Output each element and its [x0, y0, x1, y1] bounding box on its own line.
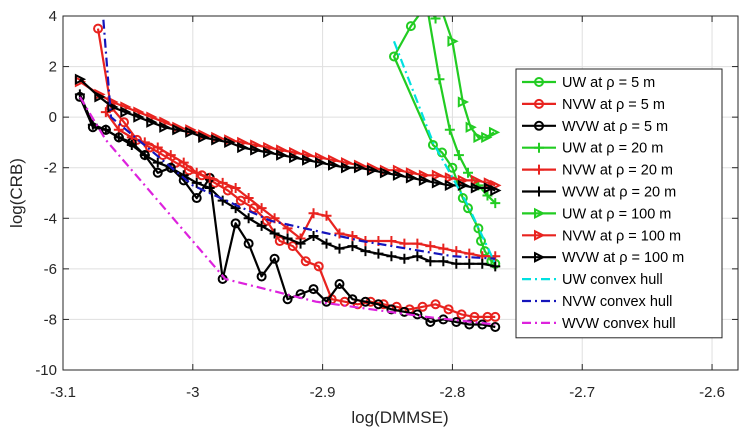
x-tick-label: -2.9	[310, 384, 336, 401]
legend-label: UW convex hull	[562, 272, 663, 288]
y-tick-label: 2	[49, 59, 57, 76]
x-tick-label: -3	[186, 384, 199, 401]
x-tick-label: -2.7	[569, 384, 595, 401]
y-tick-label: -6	[44, 261, 57, 278]
legend-label: WVW at ρ = 100 m	[562, 250, 684, 266]
y-tick-label: -8	[44, 311, 57, 328]
y-tick-label: -10	[35, 362, 57, 379]
x-axis-label: log(DMMSE)	[351, 408, 448, 427]
legend-label: UW at ρ = 100 m	[562, 206, 671, 222]
legend-label: NVW at ρ = 5 m	[562, 97, 665, 113]
y-tick-label: -2	[44, 160, 57, 177]
legend-label: WVW at ρ = 5 m	[562, 119, 668, 135]
legend-label: WVW at ρ = 20 m	[562, 185, 676, 201]
legend-label: NVW convex hull	[562, 294, 672, 310]
x-tick-label: -2.6	[699, 384, 725, 401]
legend-label: WVW convex hull	[562, 316, 676, 332]
x-tick-label: -3.1	[50, 384, 76, 401]
x-tick-label: -2.8	[439, 384, 465, 401]
legend: UW at ρ = 5 m NVW at ρ = 5 m WVW at ρ = 5 …	[516, 69, 722, 338]
y-tick-label: 0	[49, 109, 57, 126]
legend-label: NVW at ρ = 20 m	[562, 163, 673, 179]
y-tick-label: 4	[49, 8, 57, 25]
y-axis-label: log(CRB)	[7, 158, 26, 228]
legend-label: NVW at ρ = 100 m	[562, 228, 681, 244]
legend-label: UW at ρ = 5 m	[562, 75, 655, 91]
legend-label: UW at ρ = 20 m	[562, 141, 663, 157]
y-tick-label: -4	[44, 210, 57, 227]
